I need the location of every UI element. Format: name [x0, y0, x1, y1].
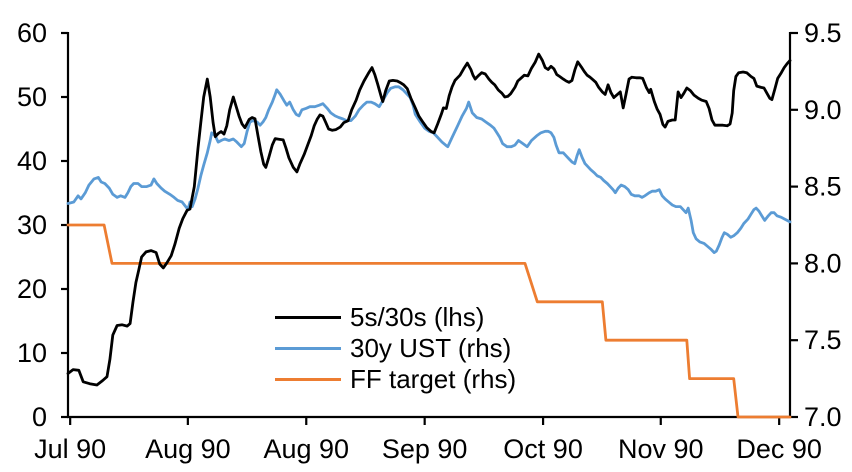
y-axis-left-tick-label: 60: [17, 18, 47, 48]
y-axis-right-tick-label: 8.5: [804, 172, 842, 202]
series-line-ff-target-rhs-: [66, 223, 792, 419]
legend-item-5s30s: 5s/30s (lhs): [275, 302, 516, 333]
x-axis-tick-label: Sep 90: [382, 434, 468, 464]
x-axis-tick-label: Aug 90: [145, 434, 231, 464]
y-axis-right-tick-label: 9.0: [804, 95, 842, 125]
legend-item-30y-ust: 30y UST (rhs): [275, 333, 516, 364]
legend-line-sample-black: [275, 316, 341, 319]
y-axis-right-tick-label: 9.5: [804, 18, 842, 48]
legend-line-sample-orange: [275, 378, 341, 381]
series-line-30y-ust-rhs-: [66, 85, 792, 255]
y-axis-left-tick-label: 20: [17, 274, 47, 304]
chart-legend: 5s/30s (lhs) 30y UST (rhs) FF target (rh…: [275, 302, 516, 395]
x-axis-tick-label: Dec 90: [736, 434, 822, 464]
legend-line-sample-blue: [275, 347, 341, 350]
y-axis-left-tick-label: 0: [32, 402, 47, 432]
legend-label: 5s/30s (lhs): [350, 302, 485, 332]
x-axis-tick-label: Oct 90: [503, 434, 583, 464]
y-axis-right-tick-label: 7.0: [804, 402, 842, 432]
legend-label: FF target (rhs): [350, 364, 517, 394]
y-axis-right-tick-label: 8.0: [804, 248, 842, 278]
x-axis-tick-label: Aug 90: [263, 434, 349, 464]
y-axis-left-tick-label: 30: [17, 210, 47, 240]
x-axis-tick-label: Nov 90: [618, 434, 704, 464]
legend-label: 30y UST (rhs): [350, 333, 512, 363]
y-axis-left-tick-label: 40: [17, 146, 47, 176]
y-axis-left-tick-label: 10: [17, 338, 47, 368]
y-axis-right-tick-label: 7.5: [804, 325, 842, 355]
x-axis-tick-label: Jul 90: [34, 434, 106, 464]
y-axis-left-tick-label: 50: [17, 82, 47, 112]
legend-item-ff-target: FF target (rhs): [275, 364, 516, 395]
series-line-5s-30s-lhs-: [66, 52, 792, 387]
